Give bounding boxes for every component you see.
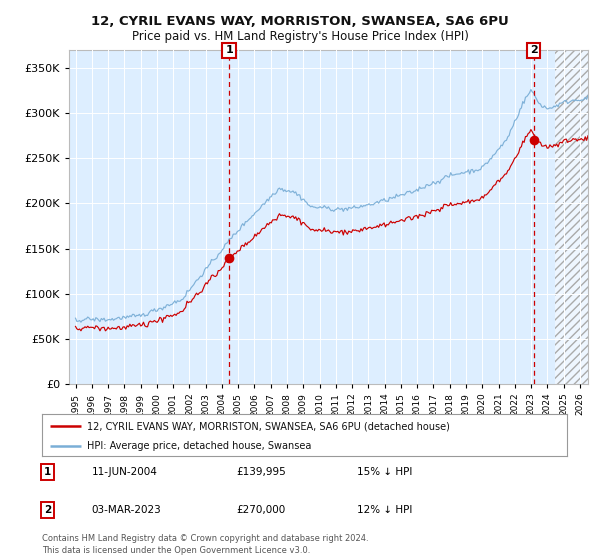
Text: HPI: Average price, detached house, Swansea: HPI: Average price, detached house, Swan… xyxy=(86,441,311,451)
Text: 11-JUN-2004: 11-JUN-2004 xyxy=(92,467,158,477)
Text: 12, CYRIL EVANS WAY, MORRISTON, SWANSEA, SA6 6PU (detached house): 12, CYRIL EVANS WAY, MORRISTON, SWANSEA,… xyxy=(86,421,449,431)
Text: 1: 1 xyxy=(44,467,51,477)
Text: 2: 2 xyxy=(530,45,538,55)
Text: 12% ↓ HPI: 12% ↓ HPI xyxy=(357,505,412,515)
Text: Price paid vs. HM Land Registry's House Price Index (HPI): Price paid vs. HM Land Registry's House … xyxy=(131,30,469,43)
Text: 1: 1 xyxy=(225,45,233,55)
Text: £139,995: £139,995 xyxy=(236,467,286,477)
Bar xyxy=(556,50,588,384)
Bar xyxy=(556,50,588,384)
Text: Contains HM Land Registry data © Crown copyright and database right 2024.
This d: Contains HM Land Registry data © Crown c… xyxy=(42,534,368,555)
Text: £270,000: £270,000 xyxy=(236,505,286,515)
Text: 03-MAR-2023: 03-MAR-2023 xyxy=(92,505,161,515)
Text: 15% ↓ HPI: 15% ↓ HPI xyxy=(357,467,412,477)
Text: 12, CYRIL EVANS WAY, MORRISTON, SWANSEA, SA6 6PU: 12, CYRIL EVANS WAY, MORRISTON, SWANSEA,… xyxy=(91,15,509,28)
Text: 2: 2 xyxy=(44,505,51,515)
